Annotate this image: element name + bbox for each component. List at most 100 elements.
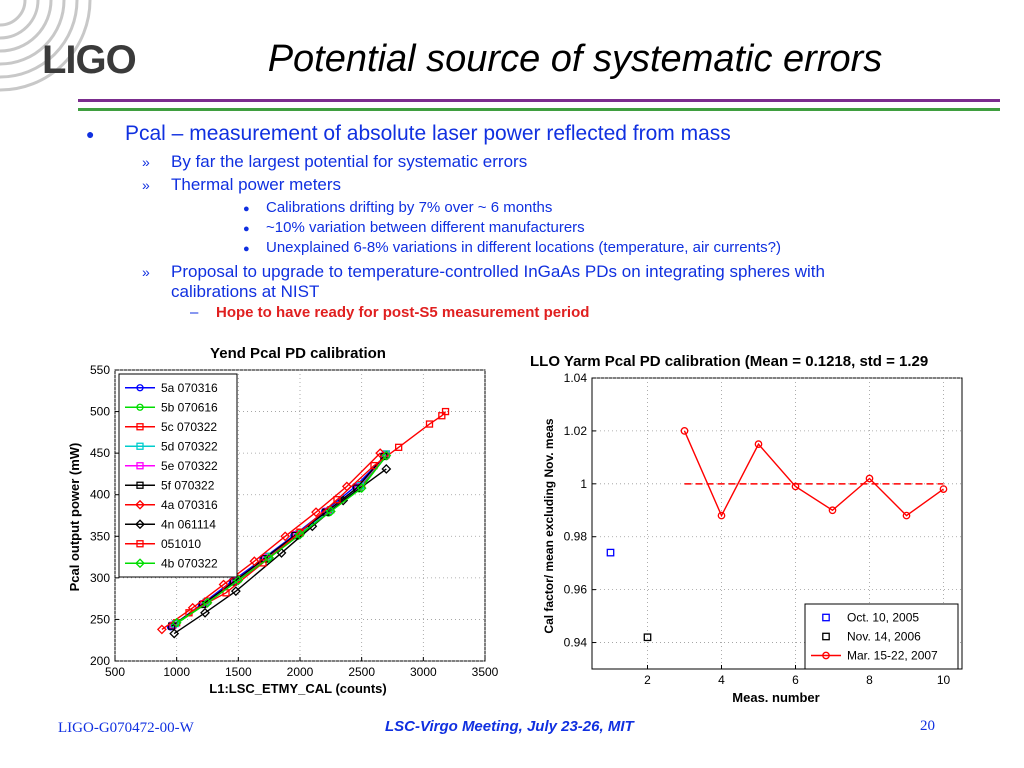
data-point (263, 555, 271, 564)
data-point (395, 443, 403, 451)
data-point (171, 619, 180, 628)
data-point (173, 619, 181, 627)
bullet-dash-icon: – (190, 304, 199, 321)
data-point (381, 450, 392, 461)
legend-marker (136, 442, 144, 450)
x-tick-label: 2 (644, 673, 651, 687)
data-point (382, 450, 390, 458)
data-point (260, 555, 268, 563)
series-line (161, 452, 381, 630)
y-tick-label: 300 (90, 571, 110, 585)
legend-item: 5c 070322 (125, 420, 217, 434)
data-point (169, 628, 180, 639)
data-point (341, 481, 352, 492)
bullet-arrow-icon: » (142, 264, 150, 280)
x-tick-label: 2000 (287, 665, 314, 679)
data-point (311, 507, 321, 518)
series-line (173, 456, 387, 626)
series-5a-070316 (166, 451, 390, 631)
bullet-sub-3-item: Hope to have ready for post-S5 measureme… (216, 304, 590, 321)
data-point (168, 622, 176, 630)
data-point (382, 451, 390, 459)
chart-title: LLO Yarm Pcal PD calibration (Mean = 0.1… (530, 353, 928, 370)
y-tick-label: 250 (90, 612, 110, 626)
series-5e-070322 (169, 451, 389, 629)
series-line (683, 430, 944, 518)
data-point (198, 600, 207, 609)
data-point (222, 589, 230, 597)
y-tick-label: 450 (90, 446, 110, 460)
data-point (228, 577, 236, 585)
series-mar-15-22-2007 (680, 427, 948, 520)
legend-marker (135, 558, 145, 569)
data-point (233, 575, 244, 586)
bullet-sub-2-item-2: ~10% variation between different manufac… (266, 219, 585, 236)
legend-marker (136, 462, 144, 470)
data-point (197, 600, 205, 609)
data-point (264, 552, 275, 563)
data-point (265, 552, 273, 560)
legend-marker (136, 384, 144, 392)
data-point (323, 507, 331, 515)
data-point (441, 407, 450, 416)
plot-frame (591, 377, 963, 670)
y-axis-label: Cal factor/ mean excluding Nov. meas (542, 418, 556, 634)
data-point (292, 530, 300, 539)
data-point (754, 440, 763, 448)
data-point (355, 485, 363, 493)
data-point (293, 532, 302, 540)
legend-marker (135, 519, 145, 530)
data-point (230, 586, 241, 597)
legend-item: 5d 070322 (125, 439, 218, 453)
slide-title: Potential source of systematic errors (267, 38, 883, 80)
footer-page-number: 20 (920, 718, 935, 734)
data-point (354, 483, 362, 491)
legend-item: 051010 (125, 537, 201, 551)
series-line (176, 453, 387, 624)
y-tick-label: 0.96 (564, 583, 588, 597)
legend-label: 4a 070316 (161, 498, 218, 512)
data-point (325, 506, 334, 515)
legend-item: Mar. 15-22, 2007 (811, 649, 938, 663)
data-point (202, 597, 213, 608)
data-point (218, 579, 229, 590)
ligo-logo: LIGO (0, 0, 170, 95)
data-point (307, 521, 318, 532)
data-point (382, 452, 390, 461)
data-point (259, 559, 267, 567)
series-4n-061114 (169, 464, 392, 639)
data-point (200, 607, 210, 618)
data-point (296, 528, 304, 536)
x-tick-label: 8 (866, 673, 873, 687)
data-point (370, 461, 378, 470)
legend-item: 5a 070316 (125, 381, 218, 395)
legend-item: Nov. 14, 2006 (822, 630, 921, 644)
data-point (169, 621, 177, 629)
bullet-dot-icon: ● (243, 223, 250, 235)
y-tick-label: 350 (90, 529, 110, 543)
y-tick-label: 200 (90, 654, 110, 668)
data-point (202, 598, 210, 606)
y-axis-label: Pcal output power (mW) (67, 443, 82, 592)
x-tick-label: 1000 (163, 665, 190, 679)
legend-label: Mar. 15-22, 2007 (847, 649, 938, 663)
data-point (828, 506, 837, 515)
series-5d-070322 (171, 450, 390, 628)
data-point (939, 485, 948, 493)
x-tick-label: 3500 (472, 665, 499, 679)
legend-label: 5b 070616 (161, 400, 218, 414)
legend-marker (822, 632, 830, 641)
legend-item: 5e 070322 (125, 459, 218, 473)
legend-marker (822, 613, 830, 622)
series-nov-14-2006 (643, 633, 652, 642)
x-tick-label: 2500 (348, 665, 375, 679)
yend-chart-plot: Yend Pcal PD calibration L1:LSC_ETMY_CAL… (67, 345, 499, 696)
title-rule-purple (78, 99, 1000, 102)
bullet-dot-icon: ● (243, 243, 250, 255)
data-point (353, 484, 361, 492)
data-point (322, 508, 330, 516)
legend-label: 4n 061114 (161, 517, 216, 531)
data-point (381, 464, 392, 474)
legend-label: Oct. 10, 2005 (847, 611, 919, 625)
